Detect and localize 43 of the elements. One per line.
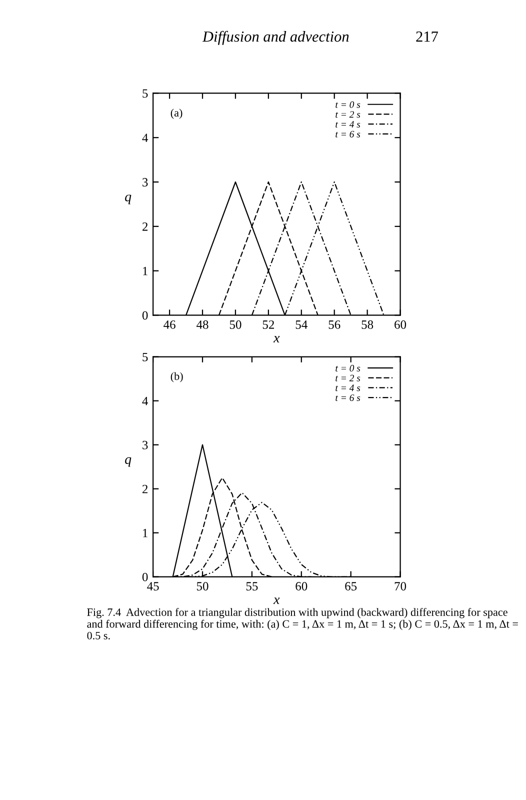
x-tick-label: 50 <box>230 320 242 329</box>
x-tick-label: 46 <box>164 320 176 329</box>
y-tick-label: 4 <box>142 134 148 142</box>
x-tick-label: 58 <box>362 320 374 329</box>
y-axis-title: q <box>125 457 132 467</box>
y-tick-label: 5 <box>142 352 148 362</box>
y-tick-label: 1 <box>143 528 148 538</box>
y-tick-label: 5 <box>142 89 148 98</box>
x-axis-title: x <box>273 336 280 342</box>
legend-label: t = 4 s <box>336 121 360 128</box>
legend-label: t = 0 s <box>336 364 360 372</box>
y-tick-label: 0 <box>142 572 148 582</box>
x-tick-label: 65 <box>345 582 357 590</box>
caption: Fig. 7.4 Advection for a triangular distribution with upwind (backward) differencing for space and forward differencing for time, with: (a) C = 1, Δx = 1 m, Δt = 1 s; (b) C = 0.5, Δx = 1 m, Δt = 0.5 s. <box>87 608 518 640</box>
y-tick-label: 1 <box>143 266 148 276</box>
x-tick-label: 54 <box>296 320 308 329</box>
y-tick-label: 4 <box>142 396 148 406</box>
x-tick-label: 70 <box>394 582 406 590</box>
legend-label: t = 6 s <box>336 130 360 138</box>
y-axis-title: q <box>125 194 132 204</box>
x-tick-label: 45 <box>147 582 159 590</box>
text: (a) <box>170 108 182 119</box>
text: 217 <box>416 31 438 42</box>
legend-label: t = 0 s <box>336 101 360 108</box>
y-tick-label: 2 <box>142 222 148 231</box>
x-tick-label: 52 <box>262 320 274 329</box>
x-axis-title: x <box>273 598 280 604</box>
text: (b) <box>170 372 183 382</box>
text: Diffusion and advection <box>202 30 349 45</box>
x-tick-label: 60 <box>296 582 308 590</box>
x-tick-label: 55 <box>246 582 258 590</box>
y-tick-label: 0 <box>142 311 148 320</box>
legend-label: t = 2 s <box>336 111 360 118</box>
y-tick-label: 3 <box>142 440 148 450</box>
x-tick-label: 50 <box>196 582 208 590</box>
legend-label: t = 2 s <box>336 374 360 382</box>
y-tick-label: 2 <box>142 484 148 494</box>
legend-label: t = 4 s <box>336 384 360 392</box>
legend-label: t = 6 s <box>336 394 360 402</box>
y-tick-label: 3 <box>142 178 148 186</box>
x-tick-label: 56 <box>328 320 340 329</box>
x-tick-label: 48 <box>196 320 208 329</box>
x-tick-label: 60 <box>394 320 406 329</box>
